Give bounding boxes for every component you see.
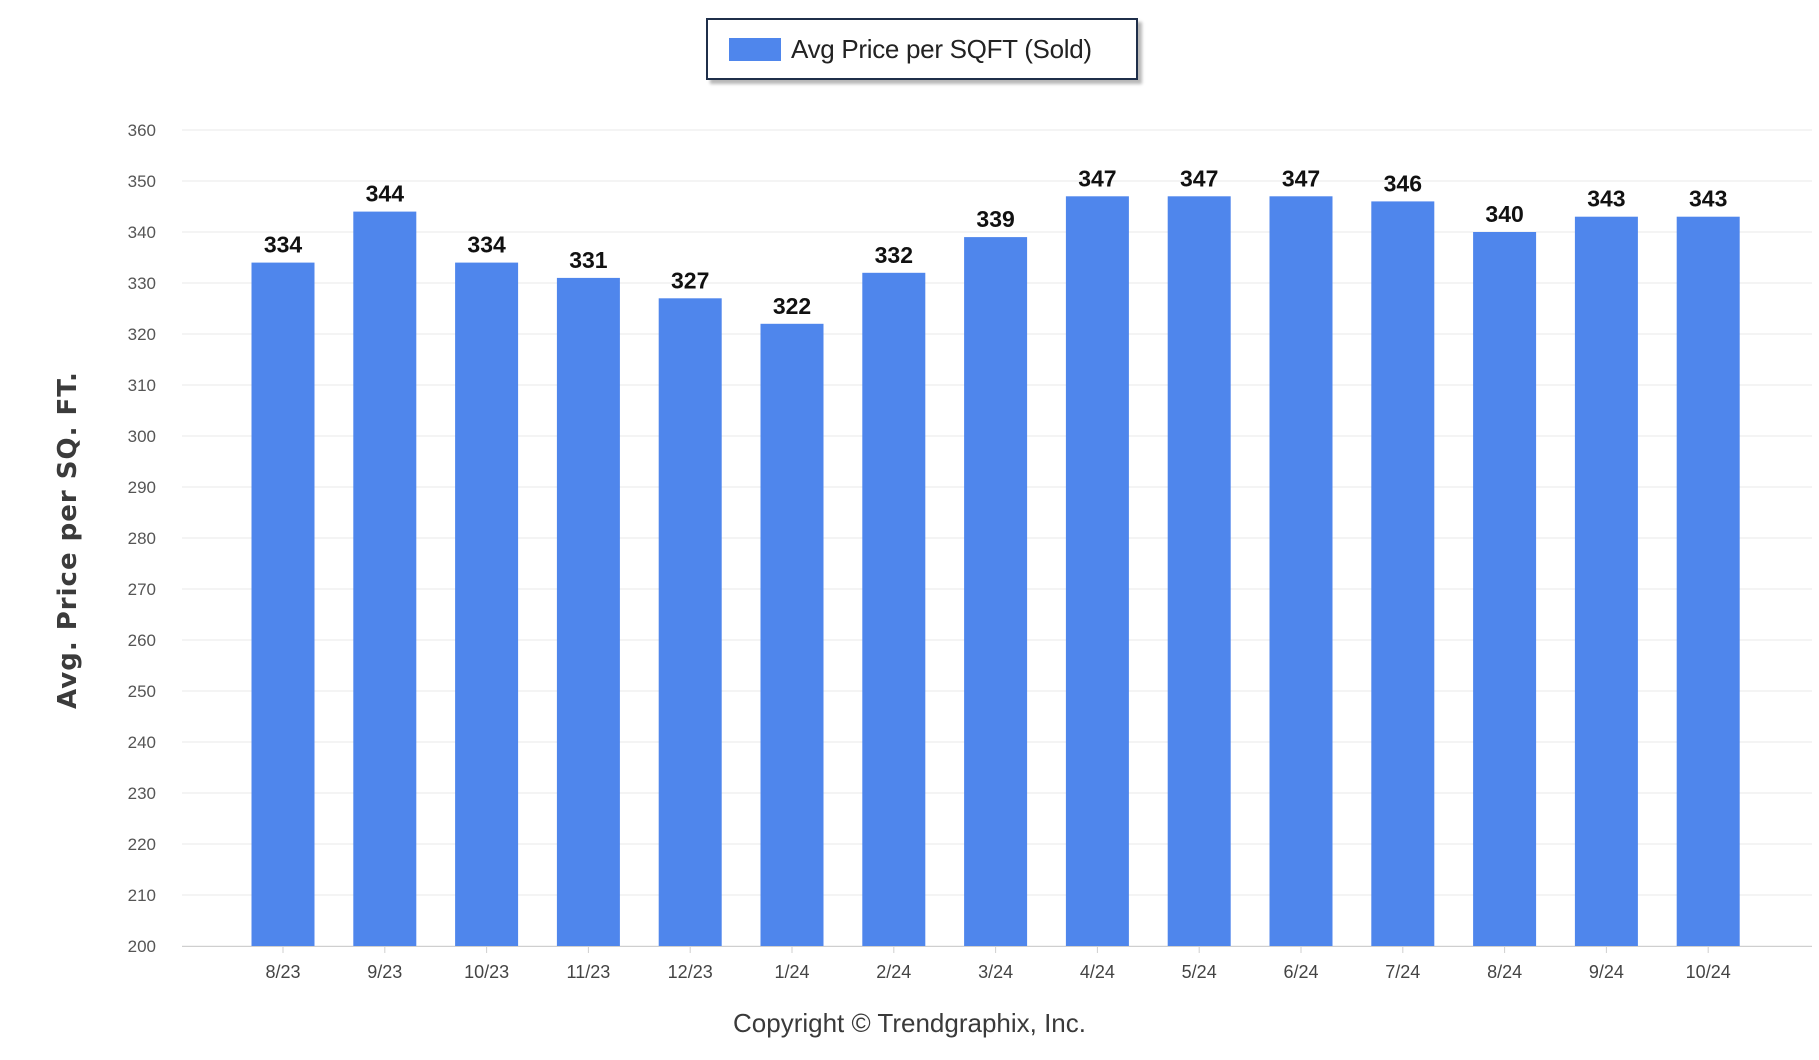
bar — [455, 262, 519, 947]
data-label: 331 — [569, 247, 608, 273]
bar — [760, 323, 824, 946]
bar — [1473, 232, 1537, 946]
x-tick-label: 10/23 — [464, 962, 509, 982]
x-tick-label: 9/24 — [1589, 962, 1624, 982]
data-label: 327 — [671, 267, 709, 293]
y-tick-label: 360 — [128, 121, 156, 140]
y-tick-label: 240 — [128, 733, 156, 752]
bar — [251, 262, 315, 947]
x-tick-label: 10/24 — [1686, 962, 1731, 982]
x-tick-label: 7/24 — [1385, 962, 1420, 982]
data-label: 343 — [1689, 186, 1727, 212]
data-label: 346 — [1384, 170, 1422, 196]
y-tick-label: 330 — [128, 274, 156, 293]
data-label: 334 — [264, 232, 303, 258]
y-tick-label: 210 — [128, 886, 156, 905]
x-tick-label: 2/24 — [876, 962, 911, 982]
y-tick-label: 300 — [128, 427, 156, 446]
y-tick-label: 350 — [128, 172, 156, 191]
bar — [862, 272, 926, 946]
bar — [658, 298, 722, 946]
bar — [1676, 216, 1740, 946]
copyright-footer: Copyright © Trendgraphix, Inc. — [733, 1008, 1086, 1038]
x-tick-label: 8/24 — [1487, 962, 1522, 982]
bar — [1574, 216, 1638, 946]
data-label: 322 — [773, 293, 811, 319]
x-tick-label: 4/24 — [1080, 962, 1115, 982]
y-tick-label: 270 — [128, 580, 156, 599]
x-tick-label: 8/23 — [265, 962, 300, 982]
y-tick-label: 340 — [128, 223, 156, 242]
y-tick-label: 250 — [128, 682, 156, 701]
x-tick-label: 11/23 — [567, 962, 611, 982]
y-tick-label: 320 — [128, 325, 156, 344]
y-tick-label: 260 — [128, 631, 156, 650]
legend: Avg Price per SQFT (Sold) — [706, 18, 1138, 80]
y-tick-label: 290 — [128, 478, 156, 497]
bar — [1269, 196, 1333, 947]
legend-swatch — [729, 37, 781, 61]
bar — [964, 237, 1028, 947]
x-tick-label: 5/24 — [1182, 962, 1217, 982]
data-label: 339 — [976, 206, 1014, 232]
y-tick-label: 280 — [128, 529, 156, 548]
data-label: 343 — [1587, 186, 1625, 212]
x-tick-label: 3/24 — [978, 962, 1013, 982]
data-label: 347 — [1282, 165, 1320, 191]
x-tick-label: 9/23 — [367, 962, 402, 982]
data-label: 334 — [467, 232, 506, 258]
bar — [353, 211, 417, 947]
y-tick-label: 220 — [128, 835, 156, 854]
legend-label: Avg Price per SQFT (Sold) — [791, 33, 1092, 64]
x-tick-label: 1/24 — [774, 962, 809, 982]
y-tick-label: 230 — [128, 784, 156, 803]
x-tick-label: 6/24 — [1283, 962, 1318, 982]
y-tick-label: 200 — [128, 937, 156, 956]
data-label: 347 — [1180, 165, 1218, 191]
bar — [1371, 201, 1435, 946]
bar — [556, 277, 620, 946]
bar — [1167, 196, 1231, 947]
data-label: 332 — [875, 242, 913, 268]
y-tick-label: 310 — [128, 376, 156, 395]
x-tick-label: 12/23 — [668, 962, 713, 982]
data-label: 347 — [1078, 165, 1116, 191]
data-label: 340 — [1485, 201, 1523, 227]
data-label: 344 — [366, 181, 405, 207]
bar — [1065, 196, 1129, 947]
